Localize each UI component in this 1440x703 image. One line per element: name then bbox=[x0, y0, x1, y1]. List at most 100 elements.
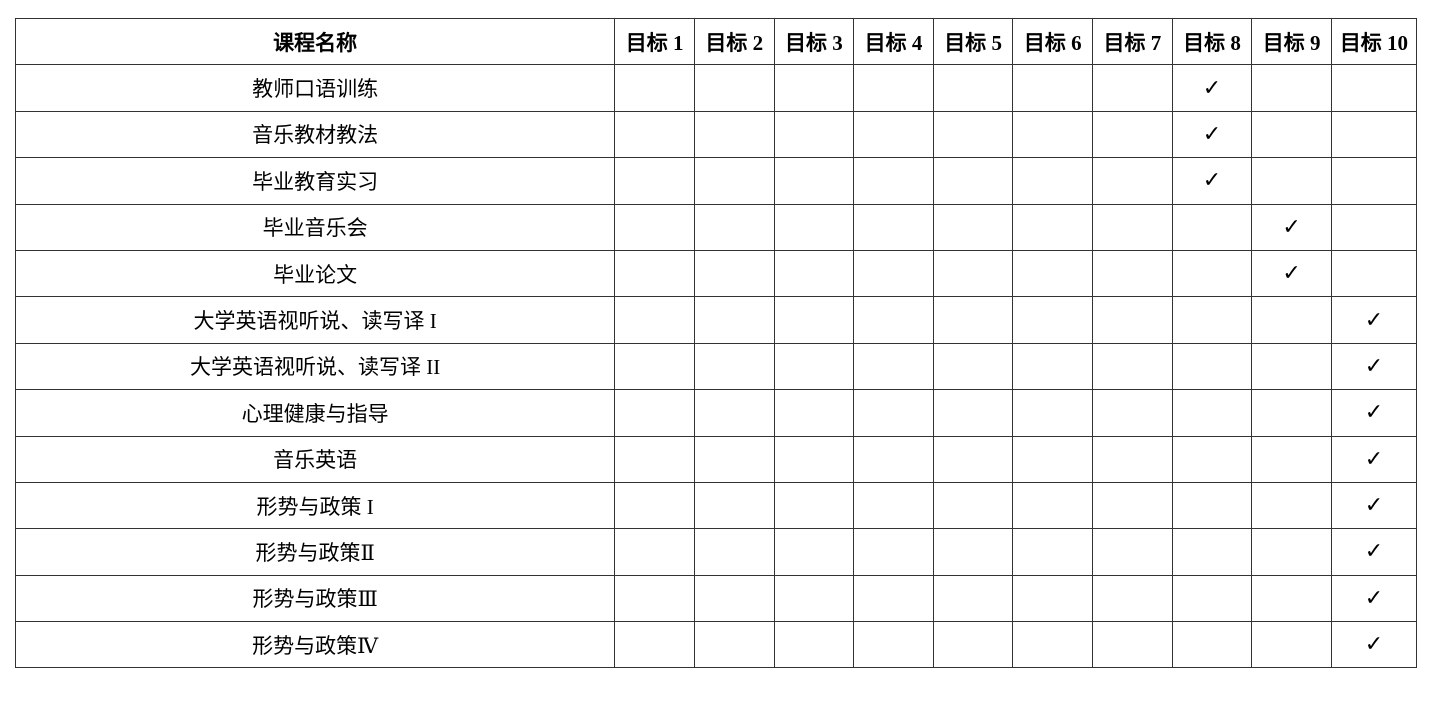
goal-cell: ✓ bbox=[1330, 621, 1418, 669]
goal-cell bbox=[1171, 481, 1253, 530]
goal-cell bbox=[1012, 249, 1094, 298]
goal-cell bbox=[773, 110, 855, 159]
column-header-goal-8: 目标 8 bbox=[1171, 17, 1253, 66]
goal-cell bbox=[932, 574, 1014, 623]
goal-cell: ✓ bbox=[1330, 389, 1418, 437]
goal-cell bbox=[1092, 528, 1173, 576]
course-name: 形势与政策Ⅲ bbox=[14, 574, 616, 623]
goal-cell bbox=[1012, 528, 1094, 576]
column-header-goal-9: 目标 9 bbox=[1251, 17, 1332, 66]
goal-cell bbox=[773, 296, 855, 344]
check-mark-icon: ✓ bbox=[1202, 75, 1222, 101]
goal-cell bbox=[1330, 203, 1418, 251]
goal-cell: ✓ bbox=[1330, 342, 1418, 391]
goal-cell bbox=[614, 296, 695, 344]
column-header-goal-2: 目标 2 bbox=[693, 17, 775, 66]
check-mark-icon: ✓ bbox=[1202, 121, 1222, 147]
goal-cell bbox=[1251, 528, 1332, 576]
table-row: 形势与政策Ⅲ ✓ bbox=[14, 574, 1418, 623]
goal-cell bbox=[853, 574, 934, 623]
goal-cell bbox=[1171, 435, 1253, 483]
column-header-goal-1: 目标 1 bbox=[614, 17, 695, 66]
goal-cell bbox=[773, 157, 855, 205]
column-header-goal-7: 目标 7 bbox=[1092, 17, 1173, 66]
goal-cell bbox=[1171, 342, 1253, 391]
goal-cell bbox=[1092, 157, 1173, 205]
goal-cell: ✓ bbox=[1330, 528, 1418, 576]
goal-cell bbox=[1092, 296, 1173, 344]
course-name: 毕业论文 bbox=[14, 249, 616, 298]
goal-cell bbox=[1092, 64, 1173, 112]
goal-cell bbox=[1092, 481, 1173, 530]
goal-cell bbox=[1171, 528, 1253, 576]
goal-cell bbox=[1092, 249, 1173, 298]
course-goal-matrix: 课程名称 目标 1 目标 2 目标 3 目标 4 目标 5 目标 6 目标 7 目标 8 目标 9… bbox=[14, 17, 1418, 669]
goal-cell bbox=[693, 528, 775, 576]
goal-cell bbox=[693, 389, 775, 437]
goal-cell bbox=[1171, 621, 1253, 669]
goal-cell bbox=[1171, 203, 1253, 251]
goal-cell bbox=[1330, 249, 1418, 298]
column-header-goal-3: 目标 3 bbox=[773, 17, 855, 66]
goal-cell bbox=[1092, 621, 1173, 669]
goal-cell: ✓ bbox=[1330, 574, 1418, 623]
header-row: 课程名称 目标 1 目标 2 目标 3 目标 4 目标 5 目标 6 目标 7 目标 8 目标 9… bbox=[14, 17, 1418, 66]
goal-cell bbox=[853, 157, 934, 205]
goal-cell bbox=[614, 481, 695, 530]
goal-cell bbox=[773, 481, 855, 530]
check-mark-icon: ✓ bbox=[1364, 446, 1384, 472]
goal-cell bbox=[614, 621, 695, 669]
goal-cell bbox=[932, 203, 1014, 251]
goal-cell bbox=[1330, 110, 1418, 159]
goal-cell bbox=[693, 249, 775, 298]
table-row: 心理健康与指导 ✓ bbox=[14, 389, 1418, 437]
goal-cell bbox=[693, 110, 775, 159]
goal-cell bbox=[1012, 203, 1094, 251]
goal-cell bbox=[773, 203, 855, 251]
goal-cell bbox=[853, 342, 934, 391]
goal-cell bbox=[932, 249, 1014, 298]
check-mark-icon: ✓ bbox=[1282, 214, 1301, 240]
check-mark-icon: ✓ bbox=[1282, 261, 1301, 287]
course-name: 形势与政策 I bbox=[14, 481, 616, 530]
check-mark-icon: ✓ bbox=[1364, 307, 1384, 333]
check-mark-icon: ✓ bbox=[1202, 168, 1222, 194]
course-name: 大学英语视听说、读写译 I bbox=[14, 296, 616, 344]
course-name: 大学英语视听说、读写译 II bbox=[14, 342, 616, 391]
goal-cell bbox=[773, 342, 855, 391]
goal-cell bbox=[614, 203, 695, 251]
check-mark-icon: ✓ bbox=[1364, 632, 1384, 658]
goal-cell bbox=[1330, 157, 1418, 205]
course-name: 教师口语训练 bbox=[14, 64, 616, 112]
goal-cell bbox=[773, 249, 855, 298]
goal-cell bbox=[693, 621, 775, 669]
goal-cell bbox=[614, 574, 695, 623]
goal-cell bbox=[1171, 389, 1253, 437]
goal-cell bbox=[932, 435, 1014, 483]
goal-cell: ✓ bbox=[1251, 203, 1332, 251]
goal-cell bbox=[1251, 435, 1332, 483]
goal-cell bbox=[932, 157, 1014, 205]
course-name: 音乐英语 bbox=[14, 435, 616, 483]
table-row: 音乐英语 ✓ bbox=[14, 435, 1418, 483]
goal-cell bbox=[1012, 64, 1094, 112]
goal-cell bbox=[932, 389, 1014, 437]
goal-cell bbox=[853, 296, 934, 344]
goal-cell bbox=[773, 574, 855, 623]
check-mark-icon: ✓ bbox=[1364, 539, 1384, 565]
goal-cell bbox=[1092, 110, 1173, 159]
goal-cell: ✓ bbox=[1330, 481, 1418, 530]
column-header-goal-6: 目标 6 bbox=[1012, 17, 1094, 66]
course-name: 毕业音乐会 bbox=[14, 203, 616, 251]
table-row: 音乐教材教法 ✓ bbox=[14, 110, 1418, 159]
goal-cell: ✓ bbox=[1171, 110, 1253, 159]
goal-cell bbox=[1171, 249, 1253, 298]
goal-cell bbox=[1012, 435, 1094, 483]
goal-cell: ✓ bbox=[1171, 157, 1253, 205]
table-row: 形势与政策 I ✓ bbox=[14, 481, 1418, 530]
goal-cell bbox=[1012, 574, 1094, 623]
goal-cell: ✓ bbox=[1171, 64, 1253, 112]
goal-cell bbox=[773, 621, 855, 669]
table-row: 形势与政策Ⅳ ✓ bbox=[14, 621, 1418, 669]
goal-cell bbox=[1251, 157, 1332, 205]
